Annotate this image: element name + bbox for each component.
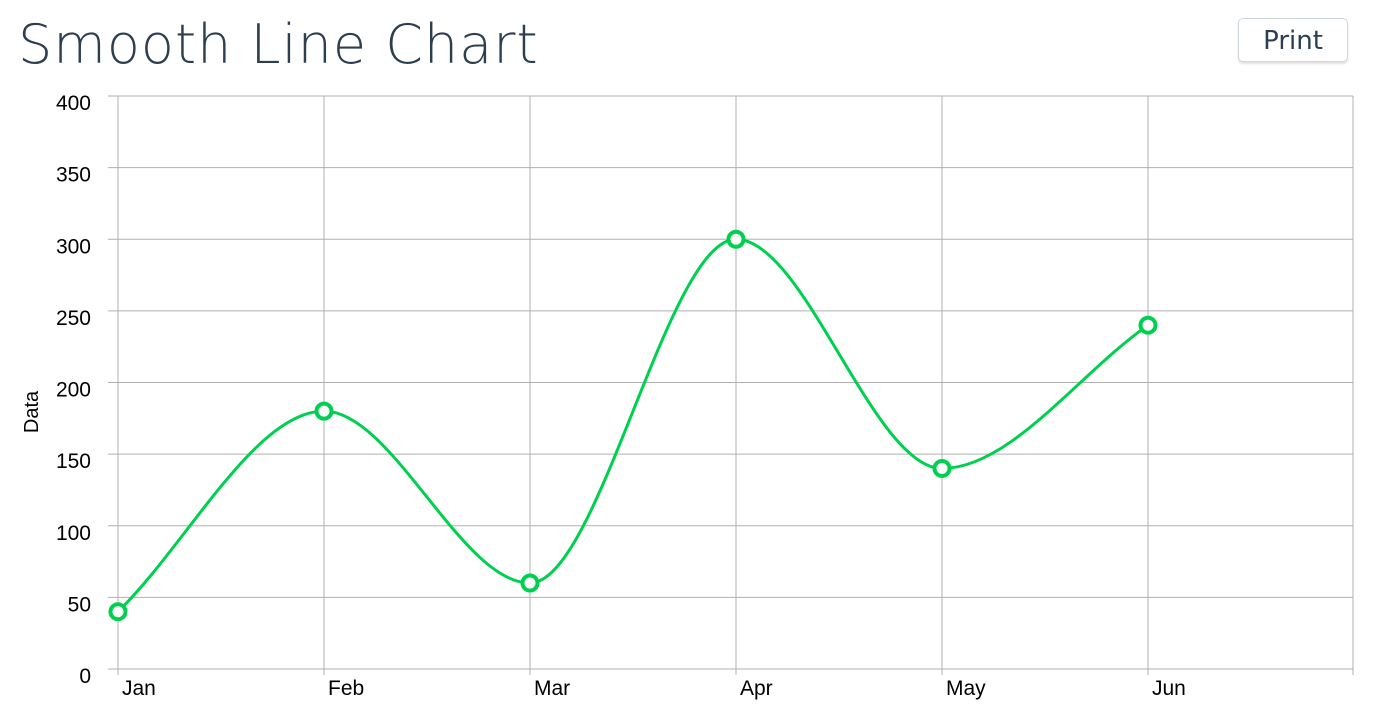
- data-point[interactable]: [520, 573, 540, 593]
- print-button[interactable]: Print: [1238, 18, 1348, 62]
- data-point[interactable]: [314, 401, 334, 421]
- x-tick-label: Jan: [122, 677, 156, 700]
- y-tick-label: 350: [56, 164, 91, 187]
- y-tick-label: 150: [56, 450, 91, 473]
- x-tick-label: Apr: [740, 677, 773, 700]
- data-point[interactable]: [1138, 315, 1158, 335]
- series-layer: [108, 229, 1158, 622]
- x-tick-label: Jun: [1152, 677, 1186, 700]
- series-line: [116, 237, 1149, 613]
- y-tick-label: 400: [56, 92, 91, 115]
- y-axis-title: Data: [21, 390, 43, 433]
- data-point[interactable]: [726, 229, 746, 249]
- y-tick-label: 250: [56, 307, 91, 330]
- x-tick-label: Feb: [328, 677, 364, 700]
- x-tick-label: Mar: [534, 677, 570, 700]
- data-point[interactable]: [108, 602, 128, 622]
- grid: [108, 95, 1354, 675]
- y-tick-label: 100: [56, 522, 91, 545]
- y-tick-label: 50: [68, 593, 91, 616]
- x-tick-label: May: [946, 677, 986, 700]
- page-title: Smooth Line Chart: [18, 13, 539, 76]
- y-tick-label: 200: [56, 379, 91, 402]
- x-axis-ticks: Jan Feb Mar Apr May Jun: [122, 677, 1186, 700]
- y-tick-label: 300: [56, 235, 91, 258]
- y-tick-label: 0: [79, 665, 91, 688]
- y-axis-ticks: 0 50 100 150 200 250 300 350 400: [56, 92, 91, 688]
- data-point[interactable]: [932, 458, 952, 478]
